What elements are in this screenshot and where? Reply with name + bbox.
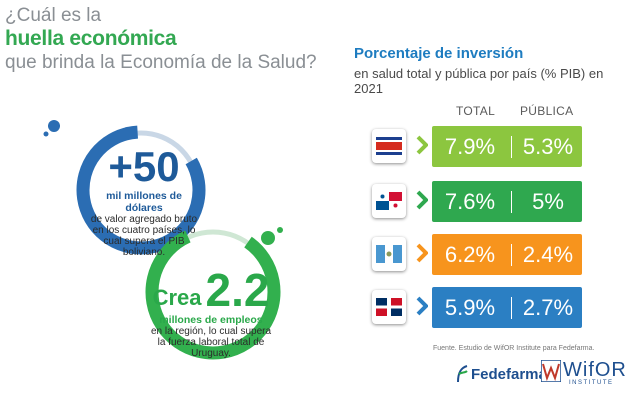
guatemala-flag-icon (376, 245, 402, 263)
blue-dot-small (43, 131, 49, 137)
green-dot-large (261, 231, 275, 245)
value-separator (511, 191, 512, 213)
heading-line-2: huella económica (5, 27, 177, 50)
wifor-logo: WifOR INSTITUTE (541, 359, 627, 386)
chevron-right-icon (416, 296, 429, 320)
source-note: Fuente. Estudio de WifOR Institute para … (433, 345, 595, 352)
stat-block-1: +50 mil millones de dólares de valor agr… (88, 143, 200, 259)
chevron-right-icon (416, 243, 429, 267)
panama-flag-icon (376, 192, 402, 210)
wifor-logo-subtext: INSTITUTE (569, 380, 614, 386)
heading-line-1: ¿Cuál es la (5, 5, 102, 26)
publica-value: 2.4% (522, 242, 574, 267)
value-bar (432, 126, 582, 167)
costa-rica-flag-icon (376, 137, 402, 155)
total-value: 7.9% (444, 134, 496, 159)
column-header-total: TOTAL (456, 104, 496, 118)
value-bar (432, 287, 582, 328)
panel-subtitle: en salud total y pública por país (% PIB… (354, 66, 604, 96)
stat-2-headline: Crea 2.2 (150, 264, 272, 316)
stat-block-2: Crea 2.2 millones de empleos en la regió… (150, 264, 272, 359)
total-value: 7.6% (444, 189, 496, 214)
dominican-republic-flag-icon (376, 298, 402, 316)
value-separator (511, 136, 512, 158)
value-separator (511, 297, 512, 319)
stat-2-prefix: Crea (152, 285, 202, 310)
stat-1-text: de valor agregado bruto en los cuatro pa… (90, 214, 198, 258)
stat-1-bold-text: mil millones de dólares (106, 190, 182, 214)
stat-2-value: 2.2 (205, 264, 270, 316)
country-row: 6.2% 2.4% (372, 234, 582, 275)
country-row: 5.9% 2.7% (372, 287, 582, 328)
country-row: 7.6% 5% (372, 181, 582, 222)
chevron-path (416, 190, 429, 210)
total-value: 6.2% (444, 242, 496, 267)
flag-container (372, 184, 406, 218)
total-value: 5.9% (444, 295, 496, 320)
fedefarma-logo: Fedefarma (455, 364, 547, 384)
stat-1-value: +50 (108, 143, 180, 190)
stat-2-text: en la región, lo cual supera la fuerza l… (150, 326, 272, 359)
chevron-path (416, 135, 429, 155)
chevron-path (416, 296, 429, 316)
publica-value: 2.7% (522, 295, 574, 320)
chevron-path (416, 243, 429, 263)
value-bar (432, 181, 582, 222)
value-bar (432, 234, 582, 275)
chevron-right-icon (416, 190, 429, 214)
publica-value: 5.3% (522, 134, 574, 159)
flag-container (372, 129, 406, 163)
value-separator (511, 244, 512, 266)
flag-container (372, 290, 406, 324)
chevron-right-icon (416, 135, 429, 159)
stat-2-bold-text: millones de empleos (159, 314, 263, 326)
circle-graphics (43, 120, 283, 360)
heading-line-3: que brinda la Economía de la Salud? (5, 52, 317, 73)
column-header-publica: PÚBLICA (520, 104, 574, 118)
green-dot-small (277, 227, 283, 233)
panel-title: Porcentaje de inversión (354, 45, 524, 62)
publica-value: 5% (532, 189, 564, 214)
fedefarma-logo-text: Fedefarma (471, 365, 547, 383)
green-circle-ring (145, 224, 281, 360)
wifor-mark-icon (541, 360, 561, 382)
flag-container (372, 237, 406, 271)
blue-dot-large (48, 120, 60, 132)
wifor-logo-text: WifOR (563, 359, 627, 381)
fedefarma-mark-icon (457, 365, 468, 383)
heading: ¿Cuál es la huella económica que brinda … (5, 4, 317, 74)
country-row: 7.9% 5.3% (372, 126, 582, 167)
